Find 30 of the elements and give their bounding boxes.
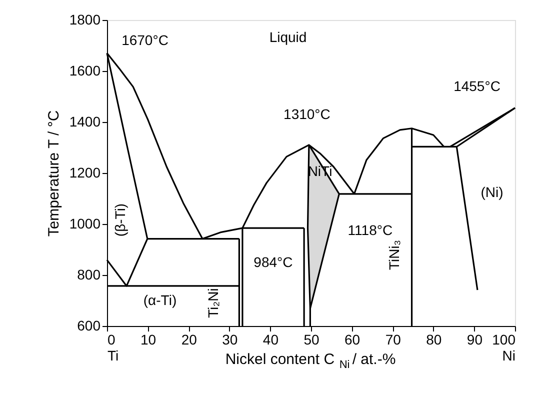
y-tick-label: 1600 [69, 62, 101, 78]
y-tick-label: 1400 [69, 114, 101, 130]
x-tick-label: 90 [466, 332, 483, 348]
x-tick-label: 10 [140, 332, 156, 348]
annotation: (α-Ti) [143, 292, 177, 308]
annotation: 1118°C [348, 222, 393, 238]
x-tick-label: 40 [262, 332, 279, 348]
annotation: (Ni) [480, 184, 504, 200]
x-tick-label: 80 [426, 332, 442, 348]
y-axis-title: Temperature T / °C [45, 110, 62, 237]
x-tick-label: 0 Ti [108, 332, 119, 364]
x-tick-label: 60 [344, 332, 360, 348]
annotation: 984°C [254, 254, 293, 270]
y-tick-label: 800 [77, 266, 101, 282]
y-tick-label: 1200 [69, 164, 101, 180]
x-tick-label: 100 Ni [492, 332, 516, 364]
y-tick-label: 1000 [69, 216, 101, 232]
x-tick-label: 20 [181, 332, 198, 348]
annotation: 1670°C [122, 32, 168, 48]
annotation: TiNi₃ [386, 240, 402, 270]
x-tick-label: 70 [385, 332, 402, 348]
annotation: 1310°C [284, 106, 330, 122]
annotation: 1455°C [454, 78, 500, 94]
annotation: (β-Ti) [112, 203, 128, 237]
annotation: Ti₂Ni [205, 288, 221, 318]
y-tick-label: 1800 [69, 12, 101, 28]
y-tick-label: 600 [77, 318, 101, 334]
annotation: Liquid [269, 29, 307, 45]
x-tick-label: 50 [304, 332, 320, 348]
x-tick-label: 30 [222, 332, 238, 348]
